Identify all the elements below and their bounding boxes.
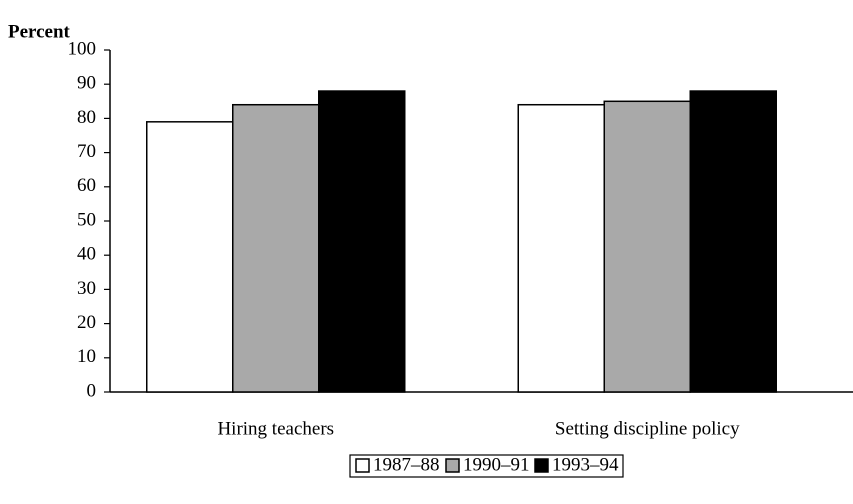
y-axis-label: Percent (8, 21, 71, 42)
y-tick-label: 10 (77, 346, 96, 367)
bar (689, 90, 777, 393)
y-tick-label: 80 (77, 107, 96, 128)
y-tick-label: 50 (77, 209, 96, 230)
bar (603, 100, 691, 393)
y-tick-label: 20 (77, 312, 96, 333)
legend-label: 1993–94 (552, 454, 619, 475)
bar (318, 90, 406, 393)
y-tick-label: 0 (87, 380, 97, 401)
legend-swatch (534, 458, 549, 473)
y-tick-label: 40 (77, 244, 96, 265)
y-tick-label: 90 (77, 73, 96, 94)
bar (517, 103, 605, 393)
legend-swatch (445, 458, 460, 473)
y-tick-label: 100 (68, 38, 97, 59)
bar (232, 103, 320, 393)
y-tick-label: 70 (77, 141, 96, 162)
legend-label: 1987–88 (373, 454, 440, 475)
x-tick-label: Hiring teachers (217, 418, 334, 439)
legend-box (349, 454, 624, 478)
bar (146, 121, 234, 393)
y-tick-label: 30 (77, 278, 96, 299)
legend-swatch (355, 458, 370, 473)
y-tick-label: 60 (77, 175, 96, 196)
x-tick-label: Setting discipline policy (555, 418, 740, 439)
legend-label: 1990–91 (463, 454, 530, 475)
